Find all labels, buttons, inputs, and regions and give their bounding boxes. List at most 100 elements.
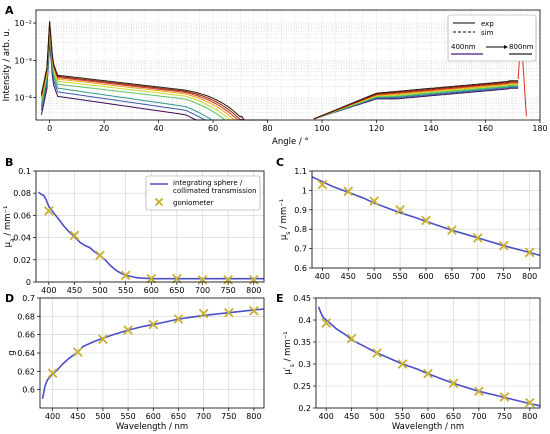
x-tick-label: 20 — [99, 124, 109, 133]
goniometer-marker — [197, 274, 208, 285]
x-tick-label: 800 — [246, 286, 261, 295]
x-tick-label: 60 — [208, 124, 218, 133]
exp-curve-forward — [40, 21, 268, 121]
x-tick-label: 500 — [92, 286, 107, 295]
x-tick-label: 500 — [95, 412, 110, 421]
x-tick-label: 120 — [369, 124, 384, 133]
x-tick-label: 750 — [221, 412, 236, 421]
y-axis-label: μs / mm⁻¹ — [279, 199, 292, 240]
x-tick-label: 160 — [478, 124, 493, 133]
goniometer-marker — [317, 179, 328, 190]
goniometer-marker — [95, 250, 105, 261]
plot-frame — [311, 170, 541, 269]
goniometer-marker — [369, 196, 380, 206]
y-tick-label: 0.04 — [13, 234, 31, 243]
goniometer-marker — [395, 204, 405, 215]
x-tick-label: 500 — [367, 272, 382, 281]
y-tick-label: 0.66 — [17, 331, 35, 340]
y-tick-label: 0.25 — [293, 382, 311, 391]
goniometer-marker — [524, 397, 535, 408]
x-axis-label: Wavelength / nm — [116, 422, 188, 432]
x-tick-label: 450 — [344, 412, 359, 421]
goniometer-marker — [498, 240, 509, 251]
x-tick-label: 750 — [220, 286, 235, 295]
x-tick-label: 0 — [47, 124, 52, 133]
x-tick-label: 650 — [444, 272, 459, 281]
x-tick-label: 600 — [146, 412, 161, 421]
x-tick-label: 800 — [522, 272, 537, 281]
legend-arrow-head — [504, 45, 508, 49]
goniometer-marker — [173, 314, 184, 324]
y-tick-label: 0.1 — [18, 167, 31, 176]
legend-range-end: 800nm — [509, 43, 534, 51]
panel-letter-a: A — [5, 4, 14, 17]
legend-line-label-1: integrating sphere / — [173, 179, 243, 187]
goniometer-marker — [372, 348, 382, 358]
goniometer-marker — [248, 274, 259, 285]
panel-b: 400 450 500 550 600 650 700 750 800 0 0.02 0.04 0.06… — [3, 167, 265, 295]
legend-box — [145, 175, 261, 211]
exp-curve-forward — [40, 24, 268, 121]
x-tick-label: 40 — [154, 124, 164, 133]
y-tick-label: 0.6 — [294, 264, 307, 273]
y-tick-label: 0.02 — [13, 256, 31, 265]
y-tick-label: 0.2 — [298, 404, 311, 413]
goniometer-marker — [172, 273, 182, 284]
legend-range-start: 400nm — [451, 43, 476, 51]
panel-letter-b: B — [5, 156, 13, 169]
goniometer-marker — [524, 247, 535, 258]
panel-letter-e: E — [276, 292, 284, 305]
panel-a: 0 20 40 60 80 100 120 140 160 180 10⁻⁴ 10⁻³ 10⁻² exps… — [2, 9, 548, 147]
y-tick-label: 0.68 — [17, 312, 35, 321]
goniometer-marker — [146, 273, 157, 284]
goniometer-marker — [223, 307, 234, 318]
x-tick-label: 600 — [420, 412, 435, 421]
y-tick-label: 0.7 — [22, 294, 35, 303]
exp-curve-backward — [313, 80, 519, 120]
x-tick-label: 400 — [315, 272, 330, 281]
panel-letter-c: C — [276, 156, 284, 169]
y-axis-label: μ′s / mm⁻¹ — [283, 331, 296, 374]
legend-line-label-2: collimated transmission — [173, 187, 257, 195]
y-tick-label: 0 — [26, 278, 31, 287]
x-tick-label: 550 — [120, 412, 135, 421]
goniometer-marker — [249, 305, 259, 316]
x-tick-label: 450 — [341, 272, 356, 281]
x-tick-label: 180 — [532, 124, 547, 133]
y-tick-label: 0.4 — [298, 316, 311, 325]
y-tick-label: 10⁻⁴ — [14, 94, 32, 103]
x-tick-label: 400 — [45, 412, 60, 421]
y-tick-label: 0.7 — [294, 245, 307, 254]
goniometer-marker — [343, 186, 354, 197]
y-tick-label: 10⁻² — [14, 19, 32, 28]
x-tick-label: 650 — [446, 412, 461, 421]
x-tick-label: 650 — [169, 286, 184, 295]
y-tick-label: 0.08 — [13, 189, 31, 198]
y-tick-label: 0.8 — [294, 225, 307, 234]
y-tick-label: 0.3 — [298, 360, 311, 369]
y-axis-label: μa / mm⁻¹ — [3, 206, 16, 248]
x-tick-label: 700 — [195, 286, 210, 295]
goniometer-marker — [448, 378, 459, 389]
x-tick-label: 750 — [497, 412, 512, 421]
x-tick-label: 550 — [392, 272, 407, 281]
y-tick-label: 0.62 — [17, 367, 35, 376]
exp-curve-forward — [40, 22, 268, 121]
x-axis-label: Angle / ° — [272, 137, 309, 147]
goniometer-marker — [499, 392, 510, 402]
legend-exp-label: exp — [481, 20, 494, 28]
x-tick-label: 800 — [246, 412, 261, 421]
goniometer-marker — [43, 206, 54, 216]
y-tick-label: 1 — [302, 186, 307, 195]
goniometer-marker — [123, 325, 133, 335]
panel-b-legend: integrating sphere /collimated transmiss… — [145, 175, 261, 211]
legend-box — [447, 14, 537, 62]
x-tick-label: 450 — [67, 286, 82, 295]
series-line-integrating-sphere — [311, 176, 541, 257]
goniometer-marker — [120, 270, 131, 281]
goniometer-marker — [397, 359, 408, 369]
y-tick-label: 10⁻³ — [14, 56, 32, 65]
plot-frame — [315, 297, 541, 409]
x-tick-label: 400 — [41, 286, 56, 295]
x-tick-label: 450 — [70, 412, 85, 421]
